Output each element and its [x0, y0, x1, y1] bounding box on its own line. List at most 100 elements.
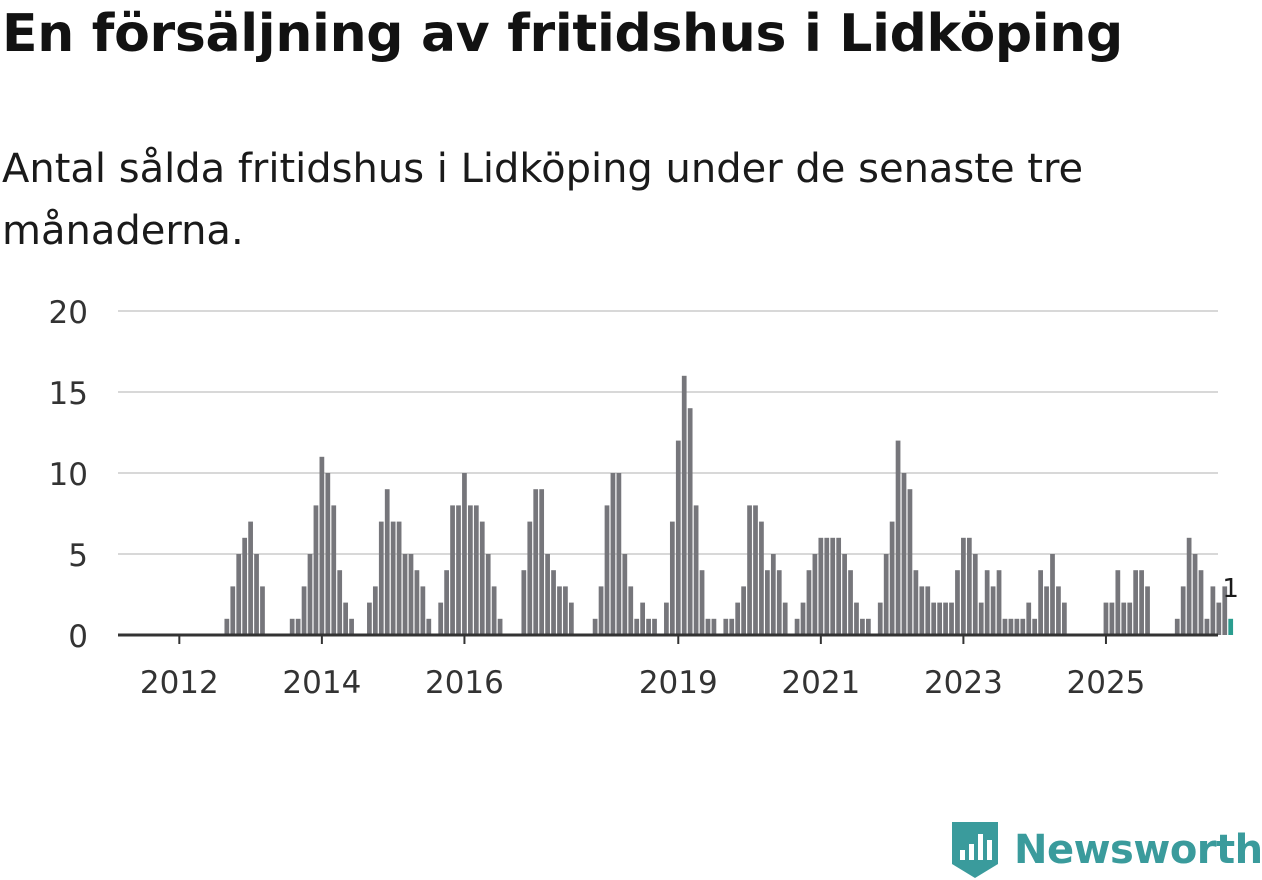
bar	[598, 586, 604, 635]
x-tick-label: 2019	[639, 665, 718, 701]
bar	[895, 440, 901, 635]
bar	[468, 505, 473, 635]
bar	[616, 473, 622, 635]
x-tick-label: 2012	[140, 665, 219, 701]
bar	[1020, 618, 1026, 635]
bar	[289, 618, 295, 635]
bar	[349, 618, 354, 635]
bar	[664, 602, 669, 635]
bar	[711, 618, 717, 635]
bar	[1192, 554, 1198, 635]
bar	[260, 586, 265, 635]
bar	[390, 521, 396, 635]
bar	[681, 375, 687, 635]
x-tick-label: 2021	[781, 665, 860, 701]
bar	[747, 505, 752, 635]
chart-subtitle: Antal sålda fritidshus i Lidköping under…	[2, 146, 1084, 254]
bar	[331, 505, 337, 635]
bar	[319, 456, 325, 635]
bar	[325, 473, 331, 635]
bar	[563, 586, 568, 635]
bar	[372, 586, 378, 635]
bar	[693, 505, 699, 635]
bar	[628, 586, 634, 635]
x-tick-label: 2016	[425, 665, 504, 701]
bar	[551, 570, 556, 635]
bar	[675, 440, 681, 635]
bar	[337, 570, 343, 635]
bar	[568, 602, 574, 635]
bar	[1216, 602, 1222, 635]
bar	[943, 602, 948, 635]
bar	[669, 521, 675, 635]
bar	[634, 618, 640, 635]
bar	[842, 554, 847, 635]
bar	[396, 521, 402, 635]
bar	[224, 618, 230, 635]
bar	[860, 618, 865, 635]
bar	[1133, 570, 1139, 635]
bar	[1109, 602, 1115, 635]
x-tick-label: 2025	[1067, 665, 1146, 701]
bar	[497, 618, 503, 635]
bar	[1014, 618, 1020, 635]
bar	[919, 586, 925, 635]
bar	[444, 570, 449, 635]
bar	[1204, 618, 1210, 635]
bar	[230, 586, 236, 635]
bar	[759, 521, 764, 635]
bar	[824, 537, 830, 635]
bar	[705, 618, 711, 635]
bar	[818, 537, 824, 635]
bar	[913, 570, 919, 635]
bar	[313, 505, 319, 635]
x-axis-ticks: 2012 2014 2016 2019 2021 2023 2025	[140, 635, 1146, 701]
bar	[479, 521, 485, 635]
bar	[848, 570, 853, 635]
bar	[770, 554, 776, 635]
bar	[1222, 586, 1228, 635]
bar	[1139, 570, 1144, 635]
bar	[1056, 586, 1061, 635]
bar	[937, 602, 943, 635]
bar	[765, 570, 770, 635]
bar	[521, 570, 527, 635]
bar	[735, 602, 741, 635]
bar	[966, 537, 972, 635]
bar	[527, 521, 533, 635]
bar	[806, 570, 812, 635]
bar-chart: 0 5 10 15 20 2012 2014 2016 2019 2021 2023 2025 1	[49, 295, 1239, 701]
bar	[456, 505, 461, 635]
last-value-label: 1	[1222, 574, 1239, 604]
bar	[889, 521, 895, 635]
bar	[378, 521, 384, 635]
bar	[450, 505, 455, 635]
bar	[949, 602, 954, 635]
bar	[984, 570, 990, 635]
bar	[687, 408, 693, 635]
bar	[990, 586, 996, 635]
bar	[776, 570, 782, 635]
bar	[1121, 602, 1127, 635]
bar	[1050, 554, 1055, 635]
bar	[955, 570, 960, 635]
bar	[539, 489, 545, 635]
y-tick-label: 0	[68, 619, 88, 655]
bar	[794, 618, 800, 635]
bar	[343, 602, 349, 635]
bar	[1026, 602, 1032, 635]
bar	[426, 618, 432, 635]
bar	[236, 554, 242, 635]
x-tick-label: 2014	[282, 665, 361, 701]
bar	[729, 618, 735, 635]
bar	[242, 537, 248, 635]
y-tick-label: 10	[49, 457, 88, 493]
bar	[1210, 586, 1216, 635]
bar	[610, 473, 616, 635]
bar	[438, 602, 444, 635]
chart-title: En försäljning av fritidshus i Lidköping	[2, 4, 1123, 64]
newsworthy-logo-icon	[952, 822, 998, 878]
bar	[485, 554, 491, 635]
bar	[384, 489, 390, 635]
bar	[1180, 586, 1186, 635]
